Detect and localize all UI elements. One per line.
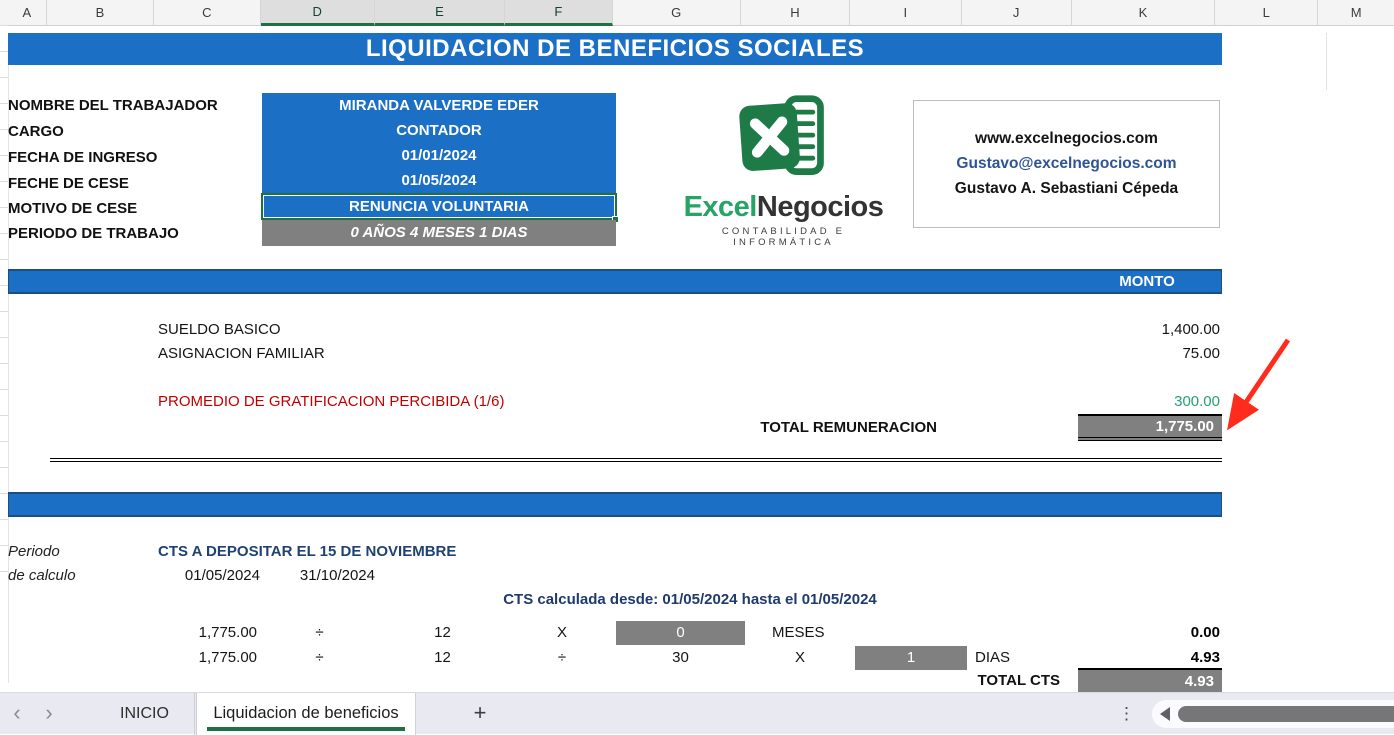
cts-row2-days-base[interactable]: 30: [672, 649, 689, 666]
periodo-label-line2: de calculo: [8, 567, 76, 584]
add-sheet-button[interactable]: +: [473, 700, 487, 725]
total-remuneracion-label: TOTAL REMUNERACION: [760, 419, 937, 436]
gridline: [1326, 33, 1327, 90]
total-cts-cell[interactable]: 4.93: [1078, 668, 1222, 694]
contact-website: www.excelnegocios.com: [975, 130, 1158, 147]
row-promedio-gratificacion-label: PROMEDIO DE GRATIFICACION PERCIBIDA (1/6…: [158, 393, 505, 410]
column-header-f[interactable]: F: [505, 0, 613, 26]
label-fecha-cese: FECHE DE CESE: [8, 175, 129, 192]
gridline: [8, 33, 9, 683]
total-cts-label: TOTAL CTS: [977, 672, 1061, 689]
brand-name-green: Excel: [683, 191, 758, 223]
contact-person: Gustavo A. Sebastiani Cépeda: [954, 180, 1179, 197]
worker-info-cells: MIRANDA VALVERDE EDER CONTADOR 01/01/202…: [262, 93, 616, 193]
cell-cargo[interactable]: CONTADOR: [396, 122, 482, 139]
section-divider-double-line: [50, 458, 1222, 462]
label-motivo-cese: MOTIVO DE CESE: [8, 200, 138, 217]
row-asignacion-familiar-value[interactable]: 75.00: [1182, 345, 1220, 362]
cell-fecha-cese[interactable]: 01/05/2024: [401, 172, 477, 189]
sheet-tab-liquidacion-active[interactable]: Liquidacion de beneficios: [196, 693, 416, 735]
cts-row2-base[interactable]: 1,775.00: [198, 649, 257, 666]
page-title: LIQUIDACION DE BENEFICIOS SOCIALES: [8, 33, 1222, 65]
row-promedio-gratificacion-value[interactable]: 300.00: [1174, 393, 1220, 410]
contact-email[interactable]: Gustavo@excelnegocios.com: [956, 155, 1177, 172]
monto-column-header: MONTO: [1119, 273, 1175, 290]
cts-row2-divisor[interactable]: 12: [434, 649, 451, 666]
column-header-b[interactable]: B: [46, 0, 155, 26]
column-header-m[interactable]: M: [1318, 0, 1394, 26]
sheet-tab-bar: ‹ › INICIO Liquidacion de beneficios + ⋮: [0, 692, 1394, 735]
label-cargo: CARGO: [8, 123, 64, 140]
cts-row2-op3: X: [794, 649, 805, 666]
cell-motivo-cese-selected[interactable]: RENUNCIA VOLUNTARIA: [261, 193, 617, 220]
brand-name: ExcelNegocios: [676, 191, 891, 224]
column-header-e[interactable]: E: [374, 0, 506, 26]
sheet-nav-next-icon[interactable]: ›: [45, 700, 53, 725]
cts-row2-op1: ÷: [315, 649, 324, 666]
label-periodo-trabajo: PERIODO DE TRABAJO: [8, 225, 179, 242]
periodo-label-line1: Periodo: [8, 543, 60, 560]
kebab-menu-icon[interactable]: ⋮: [1118, 704, 1135, 723]
cts-row1-base[interactable]: 1,775.00: [198, 624, 257, 641]
column-header-h[interactable]: H: [740, 0, 851, 26]
section2-title: 2.- CALCULO DE LA CTS:: [43, 517, 231, 534]
column-header-j[interactable]: J: [961, 0, 1072, 26]
cts-deposit-title: CTS A DEPOSITAR EL 15 DE NOVIEMBRE: [158, 543, 457, 560]
row-asignacion-familiar-label: ASIGNACION FAMILIAR: [158, 345, 325, 362]
cts-row1-op1: ÷: [315, 624, 324, 641]
cts-row2-op2: ÷: [557, 649, 567, 666]
cts-date-to[interactable]: 31/10/2024: [299, 567, 375, 584]
cell-periodo-trabajo[interactable]: 0 AÑOS 4 MESES 1 DIAS: [262, 220, 616, 246]
scroll-left-arrow-icon[interactable]: [1160, 707, 1170, 721]
label-nombre-trabajador: NOMBRE DEL TRABAJADOR: [8, 97, 218, 114]
red-arrow-annotation: [1227, 338, 1291, 431]
column-header-c[interactable]: C: [154, 0, 261, 26]
section2-header-bar: 2.- CALCULO DE LA CTS:: [8, 492, 1222, 534]
scrollbar-thumb[interactable]: [1178, 706, 1394, 722]
column-header-strip: A B C D E F G H I J K L M: [0, 0, 1394, 26]
contact-box: www.excelnegocios.com Gustavo@excelnegoc…: [913, 100, 1220, 228]
cts-row1-result[interactable]: 0.00: [1190, 624, 1220, 641]
cell-nombre[interactable]: MIRANDA VALVERDE EDER: [339, 97, 539, 114]
column-header-g[interactable]: G: [612, 0, 741, 26]
sheet-nav-prev-icon[interactable]: ‹: [13, 700, 21, 725]
brand-tagline: CONTABILIDAD E INFORMÁTICA: [721, 226, 846, 248]
excel-logo-icon: [738, 95, 824, 175]
row-gridline-ticks: [0, 0, 8, 590]
label-fecha-ingreso: FECHA DE INGRESO: [8, 149, 158, 166]
cts-row1-unit: MESES: [772, 624, 825, 641]
cts-months-input-cell[interactable]: 0: [616, 621, 745, 645]
column-header-k[interactable]: K: [1071, 0, 1216, 26]
section1-header-bar: 1.- REMUNERACION COMPUTABLE MONTO: [8, 269, 1222, 311]
column-header-d[interactable]: D: [260, 0, 375, 26]
row-sueldo-basico-label: SUELDO BASICO: [158, 321, 281, 338]
brand-name-dark: Negocios: [756, 191, 884, 223]
sheet-tab-inicio[interactable]: INICIO: [95, 693, 195, 735]
column-header-l[interactable]: L: [1215, 0, 1319, 26]
cts-row1-op2: X: [556, 624, 567, 641]
cell-fecha-ingreso[interactable]: 01/01/2024: [401, 147, 477, 164]
section1-title: 1.- REMUNERACION COMPUTABLE: [43, 294, 303, 311]
horizontal-scrollbar[interactable]: [1152, 700, 1394, 728]
row-sueldo-basico-value[interactable]: 1,400.00: [1161, 321, 1220, 338]
total-remuneracion-cell[interactable]: 1,775.00: [1078, 414, 1222, 441]
cts-date-from[interactable]: 01/05/2024: [184, 567, 260, 584]
cts-days-input-cell[interactable]: 1: [855, 646, 967, 670]
company-logo: ExcelNegocios CONTABILIDAD E INFORMÁTICA: [676, 94, 891, 248]
column-header-i[interactable]: I: [850, 0, 962, 26]
cts-calc-note: CTS calculada desde: 01/05/2024 hasta el…: [503, 591, 877, 608]
cts-row1-divisor[interactable]: 12: [434, 624, 451, 641]
column-header-a[interactable]: A: [7, 0, 47, 26]
cts-row2-result[interactable]: 4.93: [1190, 649, 1220, 666]
cts-row2-unit: DIAS: [975, 649, 1011, 666]
